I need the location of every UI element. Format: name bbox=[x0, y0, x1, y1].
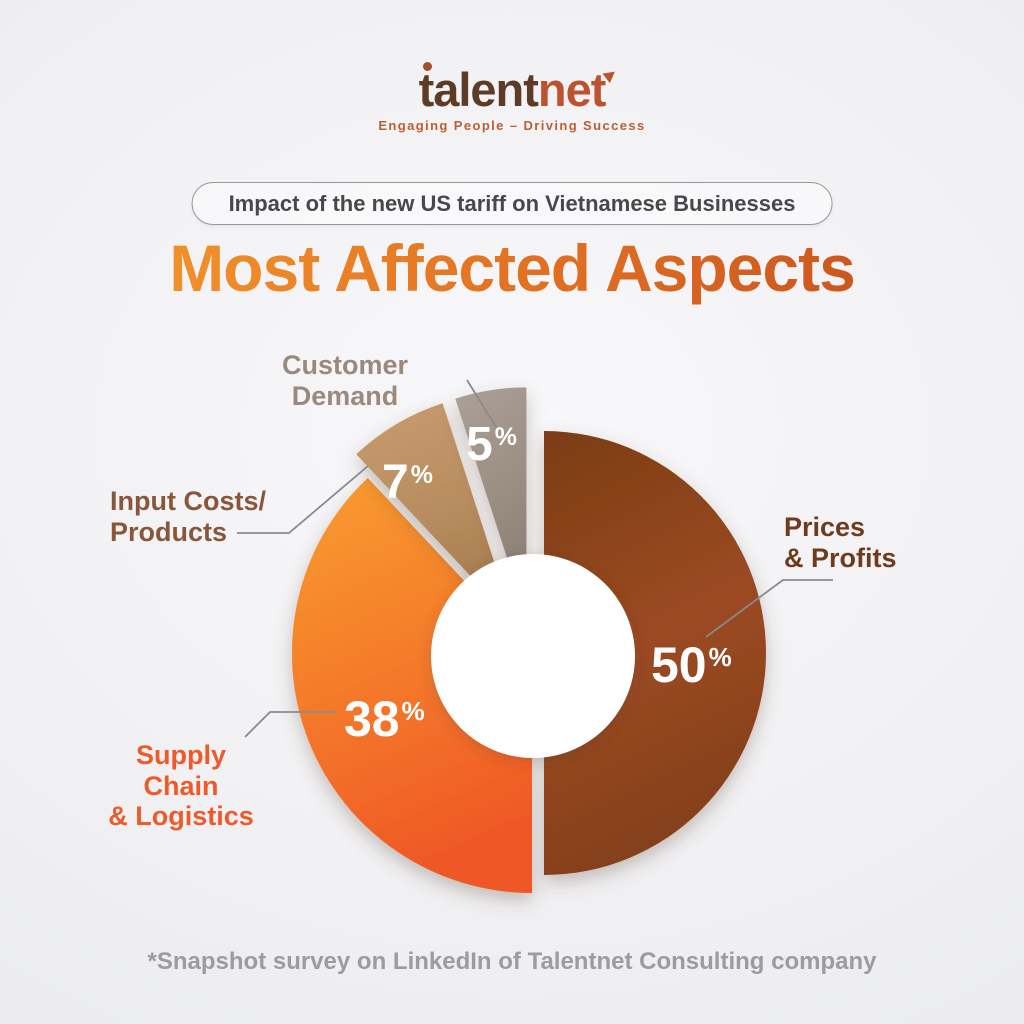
logo-tagline: Engaging People – Driving Success bbox=[378, 118, 646, 133]
value-label-input-costs: 7% bbox=[382, 459, 433, 507]
label-prices-profits: Prices & Profits bbox=[784, 512, 897, 573]
slice-supply-chain-logistics bbox=[291, 478, 532, 893]
label-customer-demand-line: Customer Demand bbox=[281, 350, 409, 411]
label-supply-chain: Supply Chain & Logistics bbox=[98, 740, 264, 832]
slice-prices-profits bbox=[544, 431, 766, 875]
value-number-input-costs: 7 bbox=[382, 456, 409, 509]
label-prices-profits-line1: Prices bbox=[784, 512, 866, 542]
value-label-prices-profits: 50% bbox=[651, 640, 732, 690]
value-number-supply-chain: 38 bbox=[344, 691, 400, 747]
donut-slices bbox=[291, 387, 766, 893]
connector-input-costs bbox=[237, 465, 369, 534]
page-title: Most Affected Aspects bbox=[0, 230, 1024, 306]
percent-sign: % bbox=[401, 695, 425, 726]
footnote: *Snapshot survey on LinkedIn of Talentne… bbox=[147, 948, 877, 975]
label-input-costs-line1: Input Costs/ bbox=[110, 486, 266, 516]
slice-input-costs-products bbox=[356, 403, 514, 622]
donut-hole bbox=[431, 554, 635, 758]
subtitle-badge: Impact of the new US tariff on Vietnames… bbox=[191, 182, 833, 225]
value-label-supply-chain: 38% bbox=[344, 694, 425, 744]
talentnet-wordmark: talentnet bbox=[418, 62, 619, 116]
label-customer-demand: Customer Demand bbox=[230, 350, 460, 411]
label-input-costs: Input Costs/ Products bbox=[110, 486, 266, 547]
logo-word-net: net bbox=[537, 63, 606, 116]
label-prices-profits-line2: & Profits bbox=[784, 542, 897, 573]
value-number-prices-profits: 50 bbox=[651, 637, 707, 693]
label-input-costs-line2: Products bbox=[110, 516, 228, 547]
percent-sign: % bbox=[410, 460, 433, 489]
connector-supply-chain bbox=[244, 711, 336, 738]
logo-dot-icon bbox=[422, 62, 432, 71]
subtitle-badge-text: Impact of the new US tariff on Vietnames… bbox=[228, 190, 796, 216]
value-number-customer-demand: 5 bbox=[466, 418, 493, 471]
label-supply-chain-line1: Supply Chain bbox=[135, 740, 226, 801]
percent-sign: % bbox=[494, 422, 517, 451]
label-supply-chain-line2: & Logistics bbox=[108, 801, 254, 831]
connector-prices-profits bbox=[705, 579, 833, 638]
percent-sign: % bbox=[708, 641, 732, 672]
talentnet-logo: talentnet Engaging People – Driving Succ… bbox=[0, 62, 1024, 133]
value-label-customer-demand: 5% bbox=[466, 421, 517, 469]
connector-customer-demand bbox=[466, 379, 497, 428]
logo-word-talent: talent bbox=[418, 63, 539, 116]
